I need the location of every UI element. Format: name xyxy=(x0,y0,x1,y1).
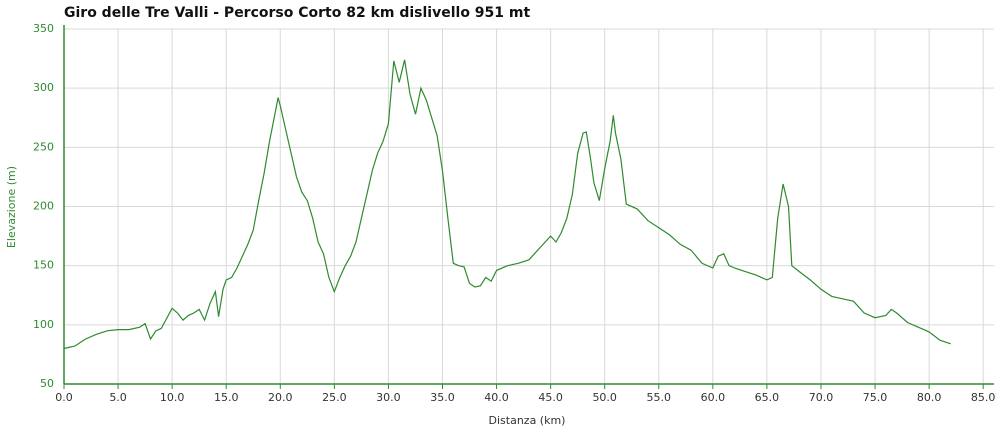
y-tick-label: 300 xyxy=(33,81,54,94)
x-tick-label: 5.0 xyxy=(109,391,127,404)
x-tick-label: 80.0 xyxy=(917,391,942,404)
x-tick-label: 75.0 xyxy=(863,391,888,404)
x-tick-label: 55.0 xyxy=(647,391,672,404)
x-tick-label: 60.0 xyxy=(701,391,726,404)
y-tick-label: 150 xyxy=(33,259,54,272)
x-tick-label: 35.0 xyxy=(430,391,455,404)
x-tick-label: 70.0 xyxy=(809,391,834,404)
y-tick-label: 50 xyxy=(40,377,54,390)
x-tick-label: 45.0 xyxy=(538,391,563,404)
x-tick-label: 30.0 xyxy=(376,391,401,404)
x-tick-label: 10.0 xyxy=(160,391,185,404)
y-tick-label: 350 xyxy=(33,22,54,35)
x-tick-label: 0.0 xyxy=(55,391,73,404)
y-axis-label: Elevazione (m) xyxy=(5,166,18,248)
x-tick-label: 15.0 xyxy=(214,391,239,404)
y-tick-label: 200 xyxy=(33,200,54,213)
y-tick-label: 250 xyxy=(33,140,54,153)
y-tick-label: 100 xyxy=(33,318,54,331)
x-tick-label: 20.0 xyxy=(268,391,293,404)
x-tick-label: 40.0 xyxy=(484,391,509,404)
x-tick-label: 25.0 xyxy=(322,391,347,404)
chart-title: Giro delle Tre Valli - Percorso Corto 82… xyxy=(64,5,530,21)
elevation-line xyxy=(63,59,951,350)
x-axis-label: Distanza (km) xyxy=(489,414,566,427)
x-tick-label: 85.0 xyxy=(971,391,996,404)
x-tick-label: 65.0 xyxy=(755,391,780,404)
x-tick-label: 50.0 xyxy=(592,391,617,404)
